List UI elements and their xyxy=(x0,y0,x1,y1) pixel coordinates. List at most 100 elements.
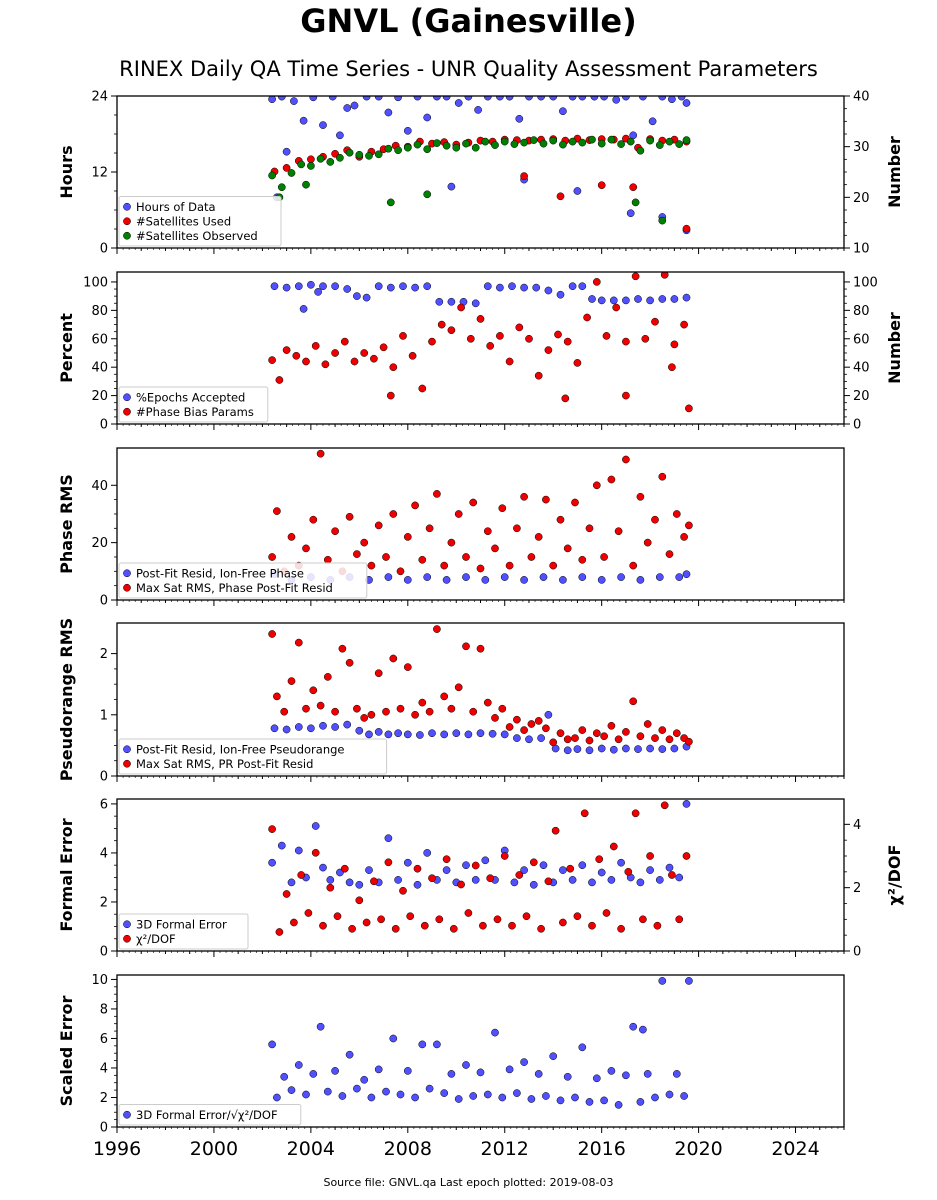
data-point xyxy=(592,481,601,490)
y-right-tick-label: 30 xyxy=(853,140,870,155)
data-point xyxy=(396,1090,405,1099)
data-point xyxy=(462,573,470,581)
data-point xyxy=(353,704,361,713)
data-point xyxy=(672,510,681,518)
data-point xyxy=(544,877,553,886)
data-point xyxy=(331,527,339,536)
data-point xyxy=(476,729,485,738)
data-point xyxy=(423,190,432,199)
data-point xyxy=(651,734,659,742)
y-right-tick-label: 2 xyxy=(853,881,861,896)
data-point xyxy=(498,1093,507,1102)
data-points xyxy=(268,449,693,584)
data-point xyxy=(597,744,606,753)
legend-label: #Satellites Observed xyxy=(136,229,258,243)
data-point xyxy=(309,96,318,102)
y-right-tick-label: 80 xyxy=(853,304,870,319)
data-point xyxy=(655,141,664,149)
data-point xyxy=(464,730,473,739)
data-point xyxy=(353,292,361,300)
data-point xyxy=(311,822,320,830)
data-point xyxy=(294,846,303,855)
data-point xyxy=(639,1025,647,1034)
data-point xyxy=(270,724,279,733)
data-point xyxy=(311,848,320,857)
y-right-tick-label: 60 xyxy=(853,332,870,347)
data-point xyxy=(452,729,461,738)
data-point xyxy=(406,912,415,921)
y-axis-label: Formal Error xyxy=(57,818,76,931)
data-point xyxy=(525,334,533,343)
data-point xyxy=(658,295,667,303)
data-point xyxy=(571,1093,579,1102)
data-point xyxy=(522,912,531,921)
data-point xyxy=(631,198,640,207)
data-point xyxy=(319,863,327,872)
data-point xyxy=(588,135,596,144)
data-point xyxy=(454,510,463,518)
data-point xyxy=(685,737,693,746)
data-point xyxy=(403,143,412,152)
data-point xyxy=(486,342,495,350)
data-point xyxy=(336,131,344,140)
data-point xyxy=(563,337,572,346)
data-point xyxy=(513,734,521,742)
data-point xyxy=(302,180,310,189)
data-point xyxy=(362,918,371,927)
data-point xyxy=(331,1067,339,1075)
data-point xyxy=(323,1087,332,1096)
data-point xyxy=(367,561,376,570)
legend-label: Post-Fit Resid, Ion-Free Pseudorange xyxy=(136,742,344,756)
data-point xyxy=(423,282,432,291)
data-point xyxy=(527,720,536,728)
data-point xyxy=(592,1074,601,1083)
data-point xyxy=(442,576,451,584)
legend: Post-Fit Resid, Ion-Free PseudorangeMax … xyxy=(118,738,388,775)
data-point xyxy=(600,553,608,561)
y-right-tick-label: 100 xyxy=(853,275,878,290)
data-point xyxy=(440,692,449,701)
data-point xyxy=(382,553,390,561)
data-point xyxy=(578,282,587,291)
data-point xyxy=(646,744,654,753)
data-point xyxy=(394,876,402,884)
data-point xyxy=(399,332,407,340)
data-point xyxy=(307,155,315,164)
legend-label: Max Sat RMS, PR Post-Fit Resid xyxy=(136,757,313,771)
data-point xyxy=(607,135,616,144)
data-point xyxy=(403,1067,412,1075)
data-point xyxy=(382,707,390,716)
data-point xyxy=(355,726,364,735)
data-point xyxy=(520,138,528,147)
series-2 xyxy=(270,134,691,233)
series-2 xyxy=(268,801,691,936)
data-point xyxy=(420,921,429,930)
data-point xyxy=(554,330,562,339)
legend-label: #Satellites Used xyxy=(136,214,231,228)
data-point xyxy=(675,140,684,148)
data-point xyxy=(374,669,383,678)
data-point xyxy=(462,642,470,651)
data-point xyxy=(578,861,587,870)
data-point xyxy=(340,337,349,346)
data-point xyxy=(544,346,553,354)
data-point xyxy=(520,866,528,874)
data-point xyxy=(537,924,545,933)
data-point xyxy=(631,272,640,281)
data-point xyxy=(588,295,596,303)
data-point xyxy=(275,376,284,384)
data-point xyxy=(389,363,398,372)
legend-box xyxy=(118,1104,302,1126)
legend-marker xyxy=(123,202,131,211)
data-point xyxy=(447,182,456,191)
data-point xyxy=(287,677,296,685)
y-axis-label: Phase RMS xyxy=(57,474,76,574)
data-point xyxy=(672,729,681,738)
data-point xyxy=(510,140,519,148)
data-point xyxy=(534,717,543,725)
data-point xyxy=(498,504,507,513)
data-points xyxy=(268,977,693,1109)
data-point xyxy=(442,866,451,874)
y-tick-label: 4 xyxy=(100,846,108,861)
data-point xyxy=(307,280,315,289)
